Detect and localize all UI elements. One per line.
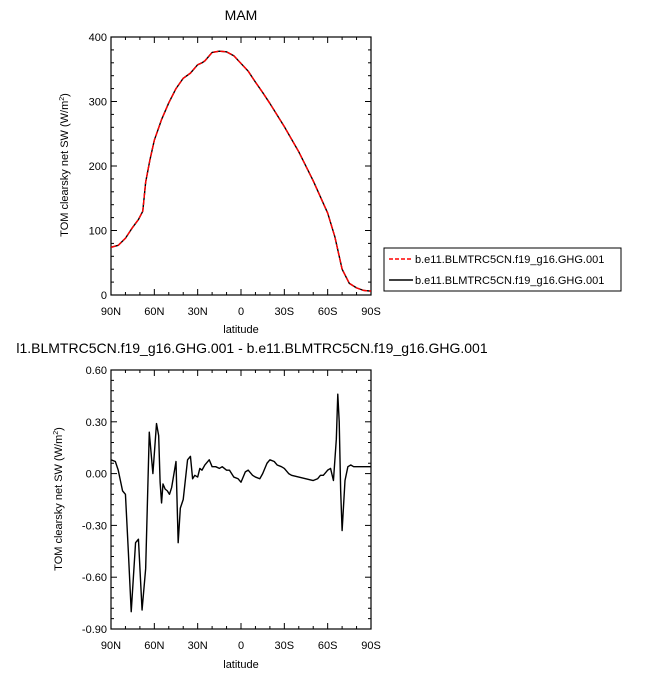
bottom-y-tick-label: -0.90 xyxy=(82,624,107,636)
top-x-axis-label: latitude xyxy=(223,324,258,336)
bottom-y-axis-label-main: TOM clearsky net SW (W/m xyxy=(53,435,65,571)
bottom-y-tick-label: -0.60 xyxy=(82,572,107,584)
legend-label-1: b.e11.BLMTRC5CN.f19_g16.GHG.001 xyxy=(415,275,604,287)
top-x-tick-label: 90N xyxy=(101,306,121,318)
bottom-x-tick-label: 90N xyxy=(101,640,121,652)
top-x-tick-label: 60N xyxy=(144,306,164,318)
top-x-tick-label: 30N xyxy=(188,306,208,318)
top-series-line-1 xyxy=(110,50,372,292)
top-y-axis-label-end: ) xyxy=(59,93,71,97)
bottom-x-tick-label: 0 xyxy=(238,640,244,652)
bottom-chart-title: l1.BLMTRC5CN.f19_g16.GHG.001 - b.e11.BLM… xyxy=(16,340,488,356)
top-series-line-0 xyxy=(110,50,372,292)
legend-label-0: b.e11.BLMTRC5CN.f19_g16.GHG.001 xyxy=(415,254,604,266)
top-y-axis-label-main: TOM clearsky net SW (W/m xyxy=(59,101,71,237)
bottom-panel: l1.BLMTRC5CN.f19_g16.GHG.001 - b.e11.BLM… xyxy=(16,340,488,671)
bottom-x-tick-label: 30N xyxy=(188,640,208,652)
top-y-tick-label: 300 xyxy=(89,97,107,109)
bottom-series-line-0 xyxy=(110,393,371,613)
bottom-y-axis-label-sup: 2 xyxy=(53,431,60,435)
top-y-tick-label: 200 xyxy=(89,161,107,173)
top-plot-area: 90N 60N 30N 0 30S 60S 90S 0 100 200 300 400 xyxy=(89,32,381,318)
top-x-tick-label: 0 xyxy=(238,306,244,318)
top-y-tick-label: 100 xyxy=(89,226,107,238)
bottom-y-axis-label: TOM clearsky net SW (W/m2) xyxy=(53,427,65,571)
top-x-tick-label: 90S xyxy=(361,306,381,318)
bottom-x-tick-label: 60N xyxy=(144,640,164,652)
bottom-plot-frame xyxy=(110,369,372,630)
top-panel: MAM 90N 60N 30N 0 30S 60S 90S 0 100 200 300 400 lat… xyxy=(59,7,381,336)
bottom-x-tick-label: 60S xyxy=(318,640,338,652)
top-y-tick-label: 0 xyxy=(101,290,107,302)
legend-box xyxy=(383,247,622,292)
top-y-tick-label: 400 xyxy=(89,32,107,44)
top-y-axis-label-sup: 2 xyxy=(59,97,66,101)
bottom-y-tick-label: -0.30 xyxy=(82,520,107,532)
top-chart-title: MAM xyxy=(225,7,258,23)
bottom-y-tick-label: 0.00 xyxy=(86,469,107,481)
bottom-x-axis-label: latitude xyxy=(223,659,258,671)
top-x-tick-label: 60S xyxy=(318,306,338,318)
bottom-x-tick-label: 30S xyxy=(275,640,295,652)
bottom-x-tick-label: 90S xyxy=(361,640,381,652)
top-x-tick-label: 30S xyxy=(275,306,295,318)
bottom-y-tick-label: 0.30 xyxy=(86,417,107,429)
top-plot-frame xyxy=(110,36,372,296)
bottom-y-axis-label-end: ) xyxy=(53,427,65,431)
bottom-plot-area: 90N 60N 30N 0 30S 60S 90S -0.90 -0.60 -0.30 0.00 0.… xyxy=(82,365,381,652)
bottom-y-tick-label: 0.60 xyxy=(86,365,107,377)
top-y-axis-label: TOM clearsky net SW (W/m2) xyxy=(59,93,71,237)
legend: b.e11.BLMTRC5CN.f19_g16.GHG.001 b.e11.BL… xyxy=(383,247,622,292)
